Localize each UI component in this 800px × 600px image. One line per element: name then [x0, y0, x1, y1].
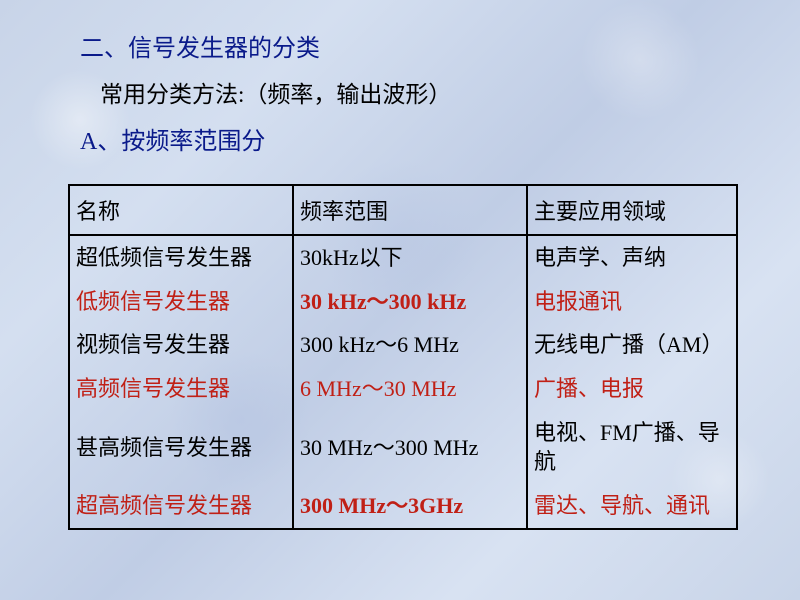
- table-row: 超高频信号发生器300 MHz～3GHz雷达、导航、通讯: [69, 484, 737, 529]
- subtitle: 常用分类方法:（频率，输出波形）: [100, 75, 740, 109]
- table-cell: 6 MHz～30 MHz: [293, 367, 527, 411]
- table-cell: 30 MHz～300 MHz: [293, 411, 527, 484]
- table-cell: 视频信号发生器: [69, 323, 293, 367]
- table-cell: 高频信号发生器: [69, 367, 293, 411]
- table-row: 高频信号发生器6 MHz～30 MHz广播、电报: [69, 367, 737, 411]
- table-cell: 30 kHz～300 kHz: [293, 280, 527, 324]
- col-header-range: 频率范围: [293, 185, 527, 235]
- col-header-app: 主要应用领域: [527, 185, 737, 235]
- col-header-name: 名称: [69, 185, 293, 235]
- table-cell: 300 MHz～3GHz: [293, 484, 527, 529]
- table-cell: 超低频信号发生器: [69, 235, 293, 280]
- frequency-table: 名称 频率范围 主要应用领域 超低频信号发生器30kHz以下电声学、声纳低频信号…: [68, 184, 738, 530]
- table-cell: 广播、电报: [527, 367, 737, 411]
- table-cell: 超高频信号发生器: [69, 484, 293, 529]
- table-cell: 低频信号发生器: [69, 280, 293, 324]
- section-label: A、按频率范围分: [80, 121, 740, 156]
- table-cell: 30kHz以下: [293, 235, 527, 280]
- table-header-row: 名称 频率范围 主要应用领域: [69, 185, 737, 235]
- table-row: 甚高频信号发生器30 MHz～300 MHz电视、FM广播、导航: [69, 411, 737, 484]
- heading: 二、信号发生器的分类: [80, 28, 740, 63]
- table-body: 超低频信号发生器30kHz以下电声学、声纳低频信号发生器30 kHz～300 k…: [69, 235, 737, 529]
- table-cell: 电视、FM广播、导航: [527, 411, 737, 484]
- table-cell: 甚高频信号发生器: [69, 411, 293, 484]
- table-cell: 电声学、声纳: [527, 235, 737, 280]
- table-row: 低频信号发生器30 kHz～300 kHz电报通讯: [69, 280, 737, 324]
- table-cell: 300 kHz～6 MHz: [293, 323, 527, 367]
- table-row: 视频信号发生器300 kHz～6 MHz无线电广播（AM）: [69, 323, 737, 367]
- table-cell: 电报通讯: [527, 280, 737, 324]
- table-cell: 雷达、导航、通讯: [527, 484, 737, 529]
- table-cell: 无线电广播（AM）: [527, 323, 737, 367]
- table-row: 超低频信号发生器30kHz以下电声学、声纳: [69, 235, 737, 280]
- slide-content: 二、信号发生器的分类 常用分类方法:（频率，输出波形） A、按频率范围分 名称 …: [0, 0, 800, 530]
